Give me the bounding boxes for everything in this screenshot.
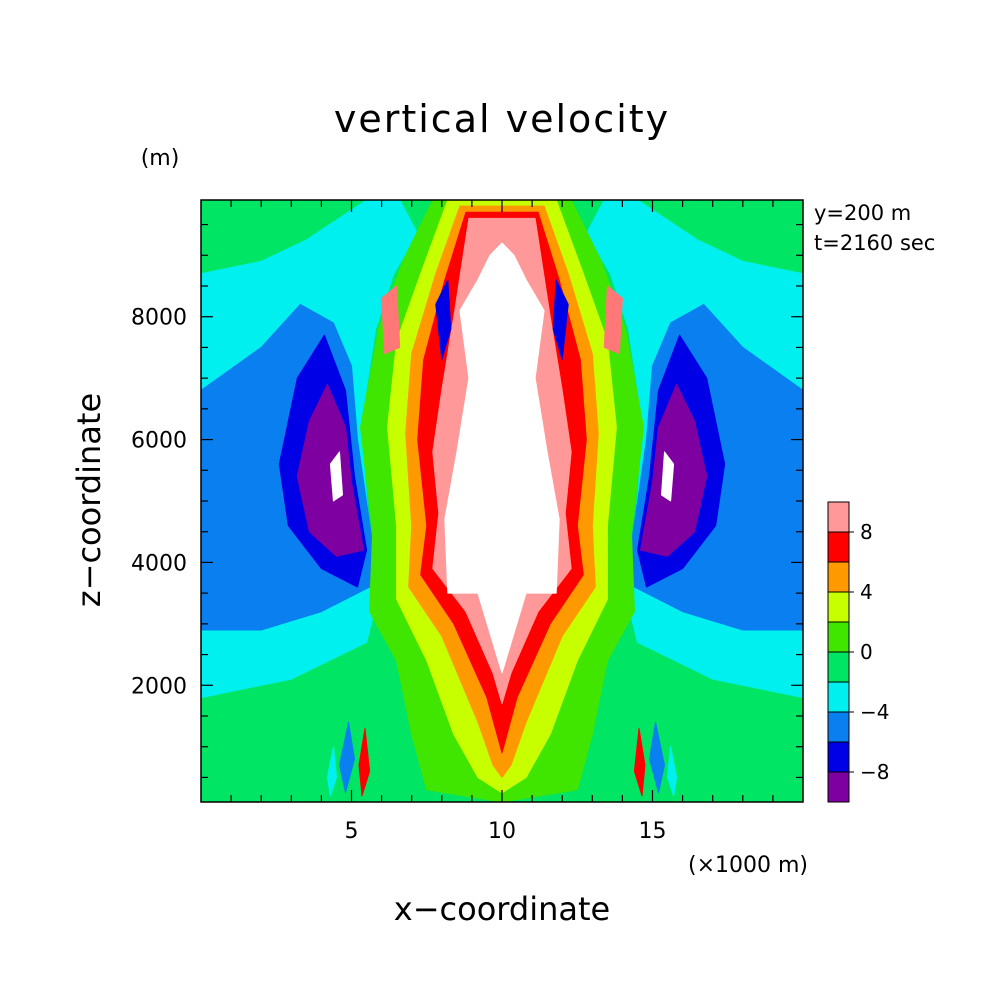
contour-region-20 — [552, 279, 569, 361]
contour-region-17 — [381, 285, 401, 355]
contour-region-19 — [435, 279, 452, 361]
colorbar-cell — [827, 591, 850, 623]
contour-region-25 — [326, 746, 337, 797]
y-unit-label: (m) — [141, 146, 180, 171]
y-tick-label: 8000 — [131, 306, 187, 331]
x-tick-label: 5 — [345, 819, 359, 844]
contour-region-22 — [649, 721, 665, 794]
contour-region-7 — [296, 383, 364, 557]
y-tick-label: 6000 — [131, 429, 187, 454]
annotation-y: y=200 m — [814, 201, 911, 225]
colorbar-cell — [827, 531, 850, 563]
contour-region-8 — [640, 383, 708, 557]
colorbar-cell — [827, 711, 850, 743]
y-tick-label: 2000 — [131, 674, 187, 699]
contour-region-16 — [444, 242, 560, 674]
x-tick-label: 10 — [488, 819, 516, 844]
contour-region-9 — [329, 451, 343, 502]
axis-ticks — [201, 200, 803, 802]
colorbar-cell — [827, 501, 850, 533]
y-tick-label: 4000 — [131, 551, 187, 576]
colorbar-tick-label: −4 — [860, 700, 889, 724]
contour-region-24 — [633, 727, 646, 797]
annotation-t: t=2160 sec — [814, 231, 935, 255]
colorbar-cell — [827, 621, 850, 653]
x-axis-label: x−coordinate — [394, 890, 610, 928]
colorbar-tick-label: 0 — [860, 640, 873, 664]
contour-region-23 — [358, 727, 371, 797]
colorbar-cell — [827, 561, 850, 593]
y-tick-labels: 2000 4000 6000 8000 — [131, 306, 187, 700]
x-unit-label: (×1000 m) — [688, 853, 808, 878]
contour-region-18 — [603, 285, 623, 355]
colorbar-cell — [827, 771, 850, 803]
colorbar-tick-label: 8 — [860, 520, 873, 544]
colorbar-tick-label: −8 — [860, 760, 889, 784]
contour-region-21 — [339, 721, 355, 794]
chart-title: vertical velocity — [334, 97, 670, 141]
contour-field — [201, 200, 803, 802]
colorbar-cell — [827, 741, 850, 773]
colorbar-legend: 8 4 0 −4 −8 — [827, 501, 889, 803]
colorbar-cell — [827, 681, 850, 713]
colorbar-tick-label: 4 — [860, 580, 873, 604]
x-tick-label: 15 — [639, 819, 667, 844]
y-axis-label: z−coordinate — [70, 393, 108, 607]
contour-region-26 — [667, 746, 678, 797]
colorbar-cell — [827, 651, 850, 683]
x-tick-labels: 5 10 15 — [345, 819, 667, 844]
contour-region-10 — [661, 451, 675, 502]
